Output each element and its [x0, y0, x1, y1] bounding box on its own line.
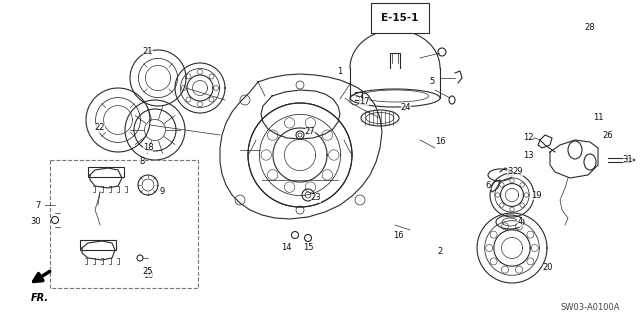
Text: 30: 30 — [31, 218, 42, 226]
Text: 21: 21 — [143, 48, 153, 56]
Text: 6: 6 — [485, 181, 491, 189]
Text: 23: 23 — [310, 194, 321, 203]
Text: 13: 13 — [523, 151, 533, 160]
Text: 9: 9 — [159, 188, 164, 197]
Text: 14: 14 — [281, 243, 291, 253]
Bar — [50, 160, 198, 288]
Text: SW03-A0100A: SW03-A0100A — [561, 303, 620, 313]
Text: 28: 28 — [585, 24, 595, 33]
Text: 12: 12 — [523, 133, 533, 143]
Text: 4: 4 — [517, 218, 523, 226]
Text: 17: 17 — [358, 98, 369, 107]
Text: 31: 31 — [623, 155, 634, 165]
Text: 25: 25 — [143, 268, 153, 277]
Text: 10: 10 — [143, 271, 153, 279]
Text: 26: 26 — [603, 130, 613, 139]
Text: 16: 16 — [393, 231, 403, 240]
Text: 16: 16 — [435, 137, 445, 146]
Bar — [80, 240, 116, 250]
Text: 22: 22 — [95, 123, 105, 132]
Text: 11: 11 — [593, 114, 604, 122]
Text: 18: 18 — [143, 144, 154, 152]
Text: 5: 5 — [429, 78, 435, 86]
Text: 15: 15 — [303, 243, 313, 253]
Text: 1: 1 — [337, 68, 342, 77]
Text: 27: 27 — [305, 128, 316, 137]
Text: E-15-1: E-15-1 — [381, 13, 419, 23]
Text: 2: 2 — [437, 248, 443, 256]
Text: FR.: FR. — [31, 293, 49, 303]
Text: 7: 7 — [35, 201, 41, 210]
Text: 8: 8 — [140, 158, 145, 167]
Text: 29: 29 — [513, 167, 524, 176]
Bar — [88, 167, 124, 177]
Text: 24: 24 — [401, 103, 412, 113]
Text: 20: 20 — [543, 263, 553, 272]
Text: 19: 19 — [531, 190, 541, 199]
Text: 3: 3 — [508, 167, 513, 176]
